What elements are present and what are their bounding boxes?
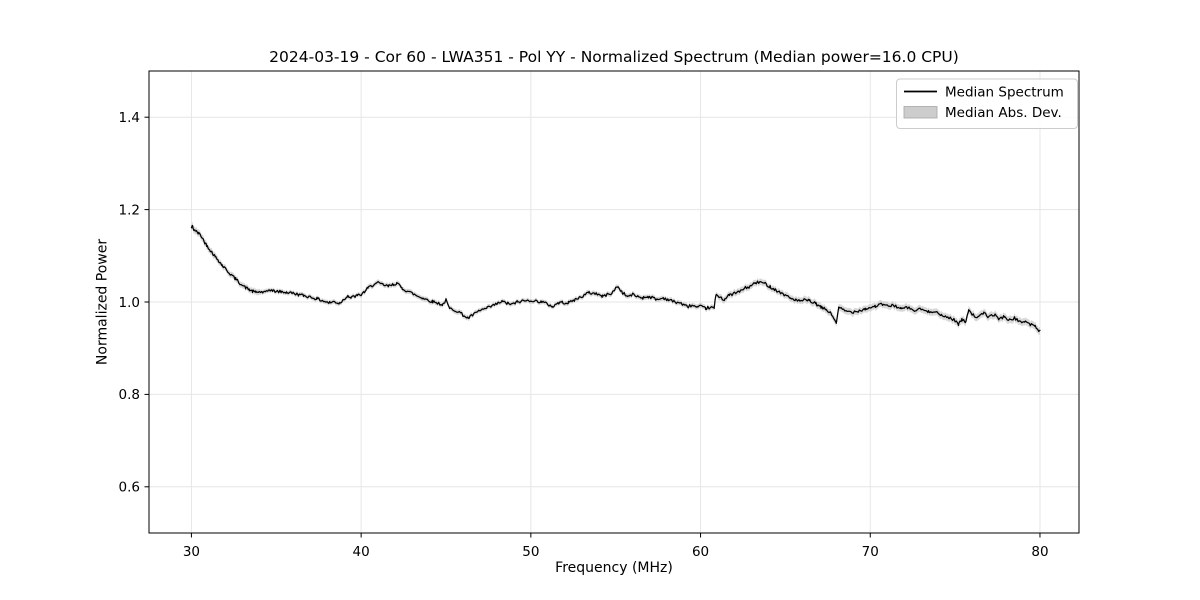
y-axis-label: Normalized Power xyxy=(95,239,111,365)
y-tick-label: 0.8 xyxy=(119,387,140,403)
x-tick-label: 30 xyxy=(183,544,200,560)
axis-ticks: 30 40 50 60 70 80 0.6 0.8 1.0 1.2 1.4 xyxy=(119,110,1049,560)
x-tick-label: 50 xyxy=(522,544,539,560)
y-tick-label: 1.0 xyxy=(119,295,140,311)
legend: Median Spectrum Median Abs. Dev. xyxy=(896,78,1078,129)
legend-label-median-spectrum: Median Spectrum xyxy=(945,85,1064,101)
gridlines xyxy=(149,71,1079,533)
y-tick-label: 0.6 xyxy=(119,480,140,496)
y-tick-label: 1.2 xyxy=(119,202,140,218)
legend-label-median-abs-dev: Median Abs. Dev. xyxy=(945,105,1062,121)
plot-data xyxy=(190,222,1041,336)
y-tick-label: 1.4 xyxy=(119,110,140,126)
median-abs-dev-band xyxy=(191,222,1040,336)
median-spectrum-line xyxy=(190,224,1041,333)
chart-title: 2024-03-19 - Cor 60 - LWA351 - Pol YY - … xyxy=(269,48,959,66)
x-axis-label: Frequency (MHz) xyxy=(555,560,673,576)
legend-patch-swatch xyxy=(903,106,938,119)
x-tick-label: 70 xyxy=(862,544,879,560)
x-tick-label: 40 xyxy=(353,544,370,560)
x-tick-label: 60 xyxy=(692,544,709,560)
x-tick-label: 80 xyxy=(1031,544,1048,560)
legend-box xyxy=(896,78,1078,129)
